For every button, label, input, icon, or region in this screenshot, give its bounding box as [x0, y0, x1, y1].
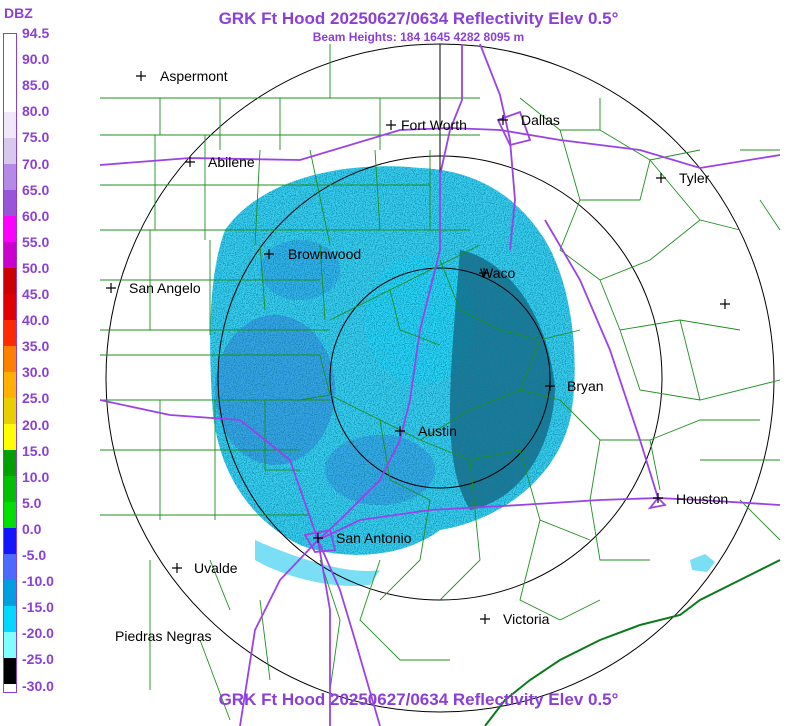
scale-color-band [4, 372, 16, 398]
scale-color-band [4, 138, 16, 164]
city-label-austin: Austin [418, 423, 457, 439]
city-marker-icon [480, 614, 490, 624]
scale-color-band [4, 502, 16, 528]
scale-tick-label: -30.0 [22, 677, 54, 694]
scale-color-band [4, 580, 16, 606]
city-label-victoria: Victoria [503, 611, 550, 627]
map-footer-title: GRK Ft Hood 20250627/0634 Reflectivity E… [218, 690, 619, 709]
scale-color-band [4, 632, 16, 658]
scale-tick-label: 55.0 [22, 233, 50, 250]
city-marker-icon [498, 115, 508, 125]
dbz-color-scale: DBZ 94.5 90.0 85.0 80.0 75.0 70.0 65.0 60.0 55.0… [0, 0, 54, 726]
scale-tick-label: 65.0 [22, 181, 50, 198]
city-label-piedras-negras: Piedras Negras [115, 628, 212, 644]
scale-color-band [4, 216, 16, 242]
city-label-abilene: Abilene [208, 154, 255, 170]
scale-color-band [4, 450, 16, 476]
scale-tick-label: -10.0 [22, 573, 54, 590]
city-marker-icon [136, 71, 146, 81]
city-marker-icon [545, 381, 555, 391]
scale-color-band [4, 294, 16, 320]
city-label-aspermont: Aspermont [160, 68, 228, 84]
scale-tick-label: 50.0 [22, 259, 50, 276]
city-marker-icon [106, 283, 116, 293]
city-markers [106, 71, 730, 624]
city-marker-icon [264, 249, 274, 259]
scale-tick-label: 35.0 [22, 338, 50, 355]
scale-tick-label: -5.0 [22, 547, 47, 563]
scale-tick-label: 60.0 [22, 207, 50, 224]
scale-color-band [4, 86, 16, 112]
reflectivity-echoes [210, 166, 715, 586]
city-marker-icon [720, 299, 730, 309]
scale-color-band [4, 476, 16, 502]
city-label-tyler: Tyler [679, 170, 710, 186]
scale-color-band [4, 554, 16, 580]
scale-tick-label: 40.0 [22, 312, 50, 329]
scale-color-band [4, 190, 16, 216]
city-label-brownwood: Brownwood [288, 246, 362, 262]
city-marker-icon [395, 426, 405, 436]
scale-tick-label: -15.0 [22, 599, 54, 616]
scale-color-band [4, 398, 16, 424]
scale-color-band [4, 164, 16, 190]
city-label-uvalde: Uvalde [194, 560, 238, 576]
scale-tick-label: -25.0 [22, 651, 54, 668]
scale-tick-label: 15.0 [22, 442, 50, 459]
scale-color-band [4, 112, 16, 138]
city-marker-icon [653, 493, 663, 503]
city-marker-icon [479, 268, 489, 278]
scale-color-band [4, 424, 16, 450]
scale-color-band [4, 242, 16, 268]
scale-color-band [4, 658, 16, 684]
city-label-dallas: Dallas [521, 112, 560, 128]
city-marker-icon [172, 563, 182, 573]
scale-tick-label: 45.0 [22, 286, 50, 302]
city-marker-icon [313, 533, 323, 543]
scale-bar [3, 33, 17, 693]
scale-tick-label: 30.0 [22, 364, 50, 381]
city-label-san-antonio: San Antonio [336, 530, 412, 546]
city-label-bryan: Bryan [567, 378, 604, 394]
scale-color-band [4, 34, 16, 60]
scale-tick-label: 0.0 [22, 520, 42, 537]
city-marker-icon [656, 173, 666, 183]
scale-tick-label: -20.0 [22, 625, 54, 642]
scale-tick-label: 75.0 [22, 129, 50, 146]
scale-color-band [4, 320, 16, 346]
interstate-highways [99, 43, 781, 726]
gulf-coastline [484, 559, 781, 726]
city-label-fort-worth: Fort Worth [401, 117, 467, 133]
radar-map [99, 43, 781, 726]
beam-heights: Beam Heights: 184 1645 4282 8095 m [312, 30, 525, 44]
scale-tick-label: 80.0 [22, 103, 50, 120]
scale-color-band [4, 60, 16, 86]
scale-tick-label: 94.5 [22, 25, 50, 41]
city-label-waco: Waco [480, 265, 516, 281]
scale-color-band [4, 346, 16, 372]
map-title: GRK Ft Hood 20250627/0634 Reflectivity E… [218, 9, 619, 28]
scale-color-band [4, 268, 16, 294]
scale-color-band [4, 606, 16, 632]
scale-tick-label: 10.0 [22, 468, 50, 485]
scale-color-band [4, 528, 16, 554]
city-marker-icon [185, 157, 195, 167]
city-label-houston: Houston [676, 491, 729, 507]
scale-tick-label: 5.0 [22, 494, 42, 511]
city-label-san-angelo: San Angelo [129, 280, 201, 296]
scale-tick-label: 70.0 [22, 155, 50, 172]
scale-tick-label: 85.0 [22, 77, 50, 94]
scale-tick-label: 20.0 [22, 416, 50, 433]
county-boundaries [100, 44, 781, 721]
city-marker-icon [386, 120, 396, 130]
scale-tick-label: 25.0 [22, 390, 50, 407]
scale-tick-label: 90.0 [22, 51, 50, 68]
scale-title: DBZ [4, 5, 33, 21]
